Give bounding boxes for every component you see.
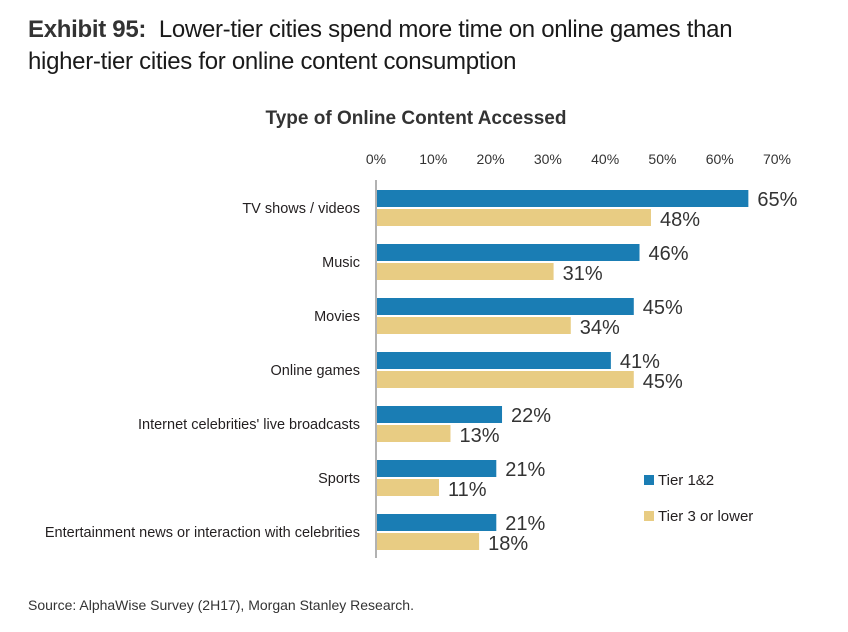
x-tick-label: 60% (706, 151, 734, 167)
data-label-tier3: 13% (459, 425, 499, 447)
data-label-tier3: 11% (448, 479, 487, 501)
data-label-tier3: 45% (643, 371, 683, 393)
x-tick-label: 10% (419, 151, 447, 167)
category-label: Music (322, 255, 360, 271)
title-text-1: Lower-tier cities spend more time on onl… (158, 16, 733, 43)
bar-tier3 (377, 479, 440, 496)
bar-tier12 (377, 298, 634, 315)
data-label-tier3: 34% (580, 317, 620, 339)
data-label-tier12: 41% (620, 351, 660, 373)
bar-tier3 (377, 263, 554, 280)
data-label-tier12: 22% (511, 405, 551, 427)
bar-tier12 (377, 460, 497, 477)
legend-label-tier3: Tier 3 or lower (658, 508, 753, 525)
chart-title: Type of Online Content Accessed (265, 108, 567, 129)
chart-title-wrap: Type of Online Content Accessed (0, 108, 848, 130)
x-tick-label: 30% (534, 151, 562, 167)
data-label-tier3: 48% (660, 209, 700, 231)
exhibit-title: Exhibit 95: Lower-tier cities spend more… (28, 14, 733, 78)
title-line-2: higher-tier cities for online content co… (28, 48, 517, 75)
bar-tier3 (377, 209, 651, 226)
x-tick-label: 70% (763, 151, 791, 167)
category-label: Sports (318, 471, 360, 487)
data-label-tier3: 18% (488, 533, 528, 555)
source-note: Source: AlphaWise Survey (2H17), Morgan … (28, 597, 414, 613)
legend-swatch-tier12 (644, 475, 654, 485)
data-label-tier12: 45% (643, 297, 683, 319)
bar-tier3 (377, 371, 634, 388)
x-tick-label: 0% (366, 151, 386, 167)
bar-tier12 (377, 244, 640, 261)
legend-label-tier12: Tier 1&2 (658, 472, 714, 489)
title-line-1: Exhibit 95: Lower-tier cities spend more… (28, 14, 733, 46)
category-label: Entertainment news or interaction with c… (45, 525, 360, 541)
data-label-tier3: 31% (563, 263, 603, 285)
data-label-tier12: 65% (757, 189, 797, 211)
exhibit-label: Exhibit 95: (28, 16, 147, 43)
data-label-tier12: 46% (649, 243, 689, 265)
bar-tier12 (377, 352, 611, 369)
bar-tier3 (377, 317, 571, 334)
bar-tier12 (377, 514, 497, 531)
x-tick-label: 40% (591, 151, 619, 167)
category-label: TV shows / videos (242, 201, 360, 217)
data-label-tier12: 21% (505, 459, 545, 481)
x-tick-label: 50% (648, 151, 676, 167)
legend-swatch-tier3 (644, 511, 654, 521)
data-label-tier12: 21% (505, 513, 545, 535)
x-tick-label: 20% (477, 151, 505, 167)
category-label: Internet celebrities' live broadcasts (138, 417, 360, 433)
bar-tier3 (377, 533, 480, 550)
bar-tier12 (377, 190, 749, 207)
category-label: Movies (314, 309, 360, 325)
bar-tier3 (377, 425, 451, 442)
category-label: Online games (271, 363, 360, 379)
bar-tier12 (377, 406, 503, 423)
